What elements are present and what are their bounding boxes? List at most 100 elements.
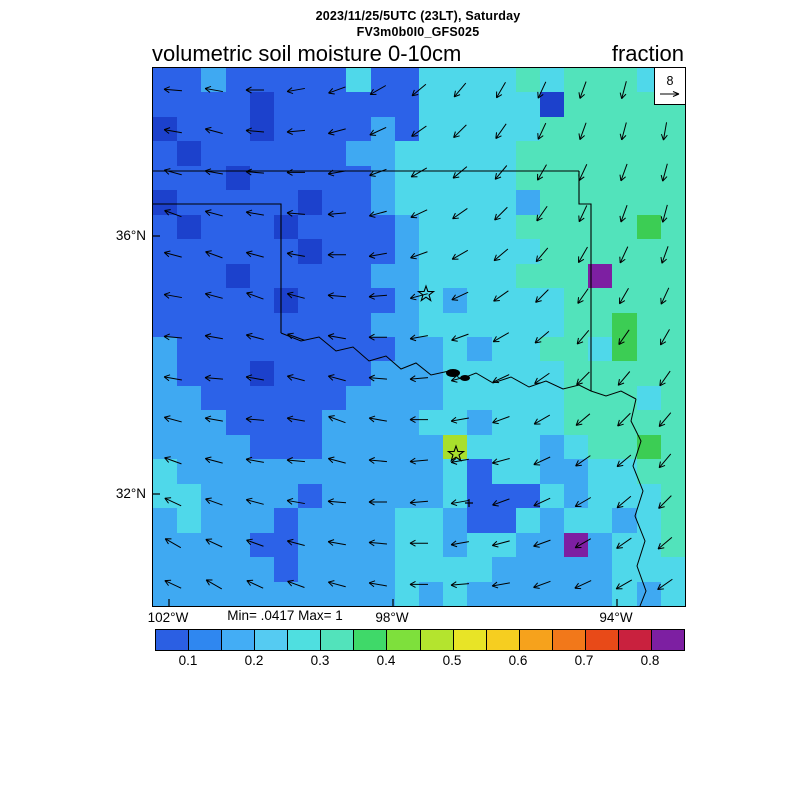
wind-vector	[368, 415, 387, 423]
soil-moisture-cell	[370, 214, 395, 240]
soil-moisture-cell	[201, 214, 226, 240]
wind-vector	[409, 539, 428, 547]
soil-moisture-cell	[249, 92, 274, 117]
soil-moisture-cell	[636, 263, 661, 289]
wind-vector	[576, 371, 590, 386]
wind-vector	[286, 374, 305, 382]
wind-vector	[204, 168, 223, 176]
wind-vector	[451, 291, 469, 301]
soil-moisture-cell	[394, 312, 419, 337]
soil-moisture-cell	[273, 214, 299, 240]
wind-vector	[491, 581, 510, 589]
soil-moisture-cell	[346, 337, 371, 362]
soil-moisture-cell	[418, 385, 444, 411]
wind-vector	[615, 579, 633, 590]
wind-vector	[245, 127, 265, 135]
soil-moisture-cell	[467, 557, 492, 582]
soil-moisture-cell	[273, 434, 299, 460]
wind-vector	[535, 289, 549, 303]
soil-moisture-cell	[418, 557, 444, 582]
soil-moisture-cell	[660, 141, 685, 166]
wind-vector	[451, 333, 469, 342]
soil-moisture-cell	[322, 385, 347, 411]
soil-moisture-cell	[249, 263, 274, 289]
lon-label-98w: 98°W	[375, 610, 409, 625]
wind-vector	[368, 210, 387, 218]
soil-moisture-cell	[418, 190, 444, 215]
soil-moisture-cell	[491, 312, 516, 337]
soil-moisture-cell	[467, 141, 492, 166]
wind-vector	[574, 497, 592, 507]
soil-moisture-cell	[153, 557, 178, 582]
wind-vector	[286, 87, 305, 95]
wind-vector	[574, 538, 592, 549]
soil-moisture-cell	[418, 508, 444, 533]
soil-moisture-cell	[225, 434, 250, 460]
wind-vector	[491, 540, 510, 548]
wind-vector	[537, 164, 547, 181]
soil-moisture-cell	[370, 312, 395, 337]
reference-vector-value: 8	[666, 74, 674, 88]
soil-moisture-cell	[588, 263, 613, 289]
soil-moisture-cell	[443, 532, 468, 558]
units-label: fraction	[611, 41, 684, 66]
soil-moisture-cell	[443, 141, 468, 166]
colorbar-segment	[618, 630, 652, 650]
wind-vector	[619, 122, 627, 141]
soil-moisture-cell	[298, 410, 323, 435]
wind-vector	[410, 251, 428, 260]
wind-vector	[616, 454, 632, 468]
soil-moisture-cell	[515, 483, 540, 509]
soil-moisture-cell	[177, 508, 202, 533]
soil-moisture-cell	[370, 557, 395, 582]
soil-moisture-cell	[273, 239, 299, 264]
soil-moisture-cell	[346, 68, 371, 93]
wind-vector	[492, 416, 510, 425]
soil-moisture-cell	[298, 68, 323, 93]
soil-moisture-cell	[249, 434, 274, 460]
soil-moisture-cell	[225, 263, 250, 289]
soil-moisture-cell	[177, 68, 202, 93]
soil-moisture-cell	[660, 410, 685, 435]
soil-moisture-cell	[370, 459, 395, 484]
wind-vector	[617, 371, 631, 386]
soil-moisture-cell	[660, 214, 685, 240]
wind-vector	[327, 169, 346, 177]
soil-moisture-cell	[515, 581, 540, 606]
soil-moisture-cell	[322, 483, 347, 509]
soil-moisture-cell	[539, 239, 565, 264]
soil-moisture-cell	[636, 434, 661, 460]
soil-moisture-cell	[539, 385, 565, 411]
soil-moisture-cell	[322, 532, 347, 558]
wind-vector	[411, 125, 427, 137]
soil-moisture-cell	[273, 532, 299, 558]
soil-moisture-cell	[588, 459, 613, 484]
soil-moisture-cell	[443, 190, 468, 215]
soil-moisture-cell	[177, 288, 202, 313]
soil-moisture-cell	[612, 312, 637, 337]
soil-moisture-cell	[660, 532, 685, 558]
soil-moisture-cell	[177, 190, 202, 215]
wind-vector	[574, 580, 592, 590]
plot-title: volumetric soil moisture 0-10cm	[152, 41, 462, 66]
soil-moisture-cell	[153, 239, 178, 264]
soil-moisture-cell	[394, 337, 419, 362]
soil-moisture-cell	[515, 508, 540, 533]
soil-moisture-cell	[539, 288, 565, 313]
soil-moisture-cell	[636, 483, 661, 509]
soil-moisture-cell	[636, 165, 661, 191]
soil-moisture-cell	[322, 434, 347, 460]
soil-moisture-cell	[201, 141, 226, 166]
wind-vector	[493, 248, 509, 262]
soil-moisture-cell	[539, 141, 565, 166]
soil-moisture-cell	[298, 141, 323, 166]
soil-moisture-cell	[418, 116, 444, 142]
soil-moisture-cell	[443, 385, 468, 411]
soil-moisture-cell	[273, 385, 299, 411]
soil-moisture-cell	[564, 508, 589, 533]
soil-moisture-cell	[273, 312, 299, 337]
wind-vector	[578, 205, 588, 223]
soil-moisture-cell	[249, 190, 274, 215]
wind-vector	[660, 204, 668, 223]
